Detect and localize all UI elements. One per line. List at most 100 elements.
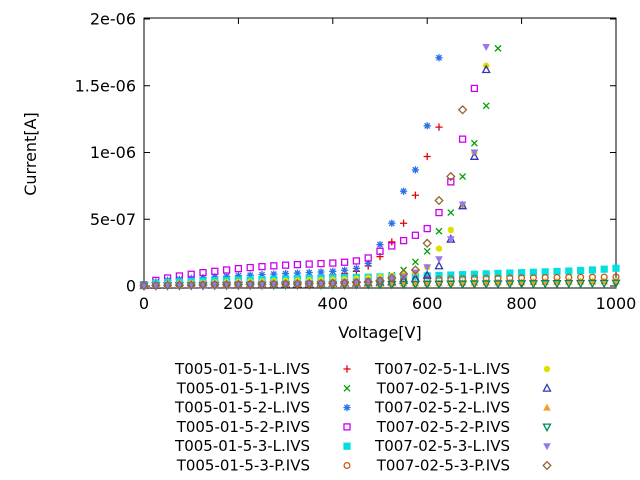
legend-label: T007-02-5-1-P.IVS <box>376 379 510 397</box>
open-triangle-up-marker-icon <box>469 151 479 160</box>
open-diamond-marker-icon <box>304 279 314 289</box>
filled-triangle-down-marker-icon <box>447 236 455 244</box>
open-triangle-down-marker-icon <box>458 280 468 290</box>
series-t005-01-5-2-p-ivs <box>140 84 479 289</box>
filled-triangle-down-marker-icon <box>423 264 431 272</box>
legend-label: T007-02-5-3-L.IVS <box>374 437 510 455</box>
filled-square-marker-icon <box>506 269 514 277</box>
y-tick-label: 1e-06 <box>90 143 136 162</box>
filled-square-marker-icon <box>435 271 443 280</box>
open-diamond-marker-icon <box>351 277 362 288</box>
series-t007-02-5-1-l-ivs <box>140 62 490 289</box>
open-square-marker-icon <box>364 254 372 262</box>
filled-square-marker-icon <box>529 268 537 276</box>
open-square-marker-icon <box>305 260 313 268</box>
open-diamond-marker-icon <box>245 279 255 290</box>
legend-label: T005-01-5-3-P.IVS <box>176 457 310 475</box>
open-square-marker-icon <box>246 263 254 272</box>
legend-entry: T007-02-5-2-P.IVS <box>376 418 552 436</box>
open-diamond-marker-icon <box>280 279 291 289</box>
filled-square-marker-icon <box>588 266 596 274</box>
open-triangle-down-marker-icon <box>576 279 586 289</box>
asterisk-marker-icon <box>329 267 337 275</box>
open-triangle-down-marker-icon <box>446 280 456 290</box>
legend-entry: T005-01-5-1-L.IVS <box>174 360 351 378</box>
legend-label: T007-02-5-2-P.IVS <box>376 418 510 436</box>
plus-marker-icon <box>435 123 443 131</box>
series-t005-01-5-1-l-ivs <box>140 123 443 289</box>
open-triangle-down-marker-icon <box>611 279 621 289</box>
legend-label: T005-01-5-2-P.IVS <box>176 418 310 436</box>
legend-label: T005-01-5-1-P.IVS <box>176 379 310 397</box>
open-square-marker-icon <box>411 231 420 239</box>
legend-entry: T005-01-5-2-P.IVS <box>176 418 351 436</box>
filled-circle-marker-icon <box>447 226 454 234</box>
open-triangle-down-marker-icon <box>542 423 552 433</box>
legend-entry: T007-02-5-2-L.IVS <box>374 399 551 417</box>
filled-triangle-down-marker-icon <box>482 44 490 52</box>
asterisk-marker-icon <box>258 271 266 279</box>
y-tick-label: 1.5e-06 <box>75 76 136 95</box>
open-square-marker-icon <box>458 135 467 143</box>
open-diamond-marker-icon <box>363 277 373 287</box>
cross-marker-icon <box>494 44 502 52</box>
open-square-marker-icon <box>470 84 479 93</box>
open-square-marker-icon <box>270 262 278 270</box>
open-square-marker-icon <box>281 261 290 269</box>
open-diamond-marker-icon <box>233 279 244 290</box>
x-tick-label: 800 <box>506 294 537 313</box>
asterisk-marker-icon <box>364 259 372 267</box>
open-square-marker-icon <box>329 259 337 267</box>
open-diamond-marker-icon <box>434 195 444 206</box>
open-triangle-down-marker-icon <box>434 280 444 290</box>
filled-square-marker-icon <box>577 266 585 275</box>
asterisk-marker-icon <box>234 272 242 280</box>
series-t005-01-5-2-l-ivs <box>140 54 443 289</box>
y-axis-title: Current[A] <box>21 112 40 196</box>
series-t007-02-5-1-p-ivs <box>139 64 491 290</box>
open-triangle-down-marker-icon <box>399 280 409 290</box>
open-square-marker-icon <box>340 258 349 266</box>
asterisk-marker-icon <box>293 269 301 277</box>
legend-entry: T007-02-5-3-P.IVS <box>376 457 552 475</box>
asterisk-marker-icon <box>211 273 219 281</box>
legend-entry: T007-02-5-1-L.IVS <box>374 360 551 378</box>
asterisk-marker-icon <box>246 271 254 279</box>
filled-square-marker-icon <box>423 272 431 280</box>
y-tick-label: 2e-06 <box>90 10 136 29</box>
open-square-marker-icon <box>388 242 396 250</box>
cross-marker-icon <box>411 258 419 266</box>
plus-marker-icon <box>411 191 419 199</box>
open-triangle-down-marker-icon <box>422 280 432 290</box>
open-triangle-up-marker-icon <box>481 64 491 74</box>
asterisk-marker-icon <box>352 264 360 272</box>
legend-entry: T005-01-5-3-P.IVS <box>176 457 351 475</box>
series-t005-01-5-1-p-ivs <box>140 44 502 290</box>
open-diamond-marker-icon <box>398 269 409 279</box>
filled-square-marker-icon <box>518 269 526 277</box>
filled-square-marker-icon <box>482 270 490 278</box>
asterisk-marker-icon <box>305 268 313 277</box>
open-triangle-down-marker-icon <box>564 279 574 289</box>
filled-square-marker-icon <box>565 267 573 275</box>
filled-triangle-down-marker-icon <box>388 275 396 283</box>
open-triangle-up-marker-icon <box>542 383 552 392</box>
filled-circle-marker-icon <box>543 365 551 373</box>
open-square-marker-icon <box>258 262 266 271</box>
plus-marker-icon <box>343 365 351 373</box>
open-square-marker-icon <box>447 178 455 186</box>
filled-square-marker-icon <box>600 265 608 273</box>
series-t007-02-5-3-l-ivs <box>140 44 490 290</box>
open-circle-marker-icon <box>343 461 351 470</box>
open-triangle-down-marker-icon <box>540 280 550 289</box>
open-diamond-marker-icon <box>410 265 421 275</box>
open-diamond-marker-icon <box>375 275 385 286</box>
open-triangle-down-marker-icon <box>528 280 538 289</box>
filled-square-marker-icon <box>459 271 467 279</box>
filled-square-marker-icon <box>494 269 502 278</box>
asterisk-marker-icon <box>343 404 351 412</box>
legend-label: T007-02-5-2-L.IVS <box>374 399 510 417</box>
open-triangle-down-marker-icon <box>410 280 420 290</box>
x-tick-label: 400 <box>318 294 349 313</box>
